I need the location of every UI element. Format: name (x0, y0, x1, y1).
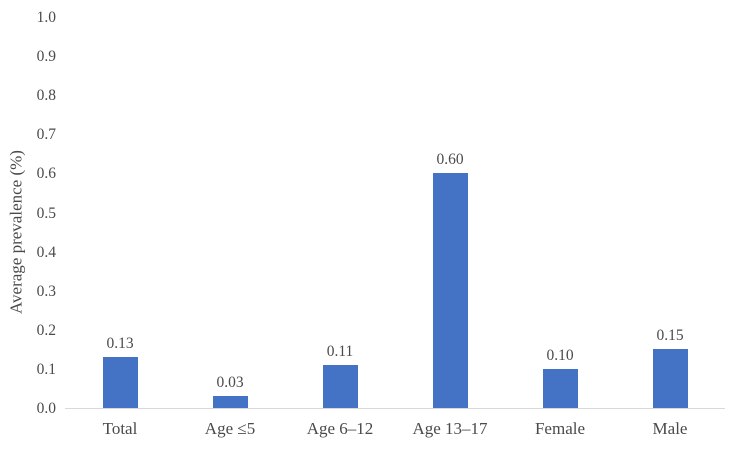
bar-value-label: 0.03 (216, 374, 244, 392)
y-axis-title: Average prevalence (%) (6, 150, 26, 314)
bar-value-label: 0.15 (656, 327, 684, 345)
y-tick-label: 0.1 (36, 360, 56, 378)
bar (652, 349, 688, 408)
y-tick-label: 0.9 (36, 48, 56, 66)
y-tick-label: 1.0 (36, 9, 56, 26)
y-tick-label: 0.2 (36, 321, 56, 339)
x-category-label: Age 6–12 (306, 419, 374, 438)
x-category-label: Female (534, 419, 586, 438)
x-axis-line (65, 408, 725, 409)
y-tick-label: 0.0 (36, 400, 56, 417)
y-tick-label: 0.8 (36, 87, 56, 105)
bar-value-label: 0.11 (326, 342, 354, 360)
y-tick-label: 0.6 (36, 165, 56, 183)
bar (102, 357, 138, 408)
x-category-label: Age 13–17 (412, 419, 488, 438)
bar (432, 173, 468, 408)
y-tick-label: 0.5 (36, 204, 56, 222)
bar (542, 368, 578, 408)
bar-value-label: 0.60 (436, 151, 464, 169)
y-tick-label: 0.7 (36, 126, 56, 144)
x-category-label: Total (102, 419, 138, 438)
bar-value-label: 0.10 (546, 346, 574, 364)
bar (322, 364, 358, 408)
y-tick-label: 0.4 (36, 243, 56, 261)
bar (212, 396, 248, 408)
bar-value-label: 0.13 (106, 335, 134, 353)
x-category-label: Male (652, 419, 688, 438)
y-tick-label: 0.3 (36, 282, 56, 300)
x-category-label: Age ≤5 (204, 419, 256, 438)
